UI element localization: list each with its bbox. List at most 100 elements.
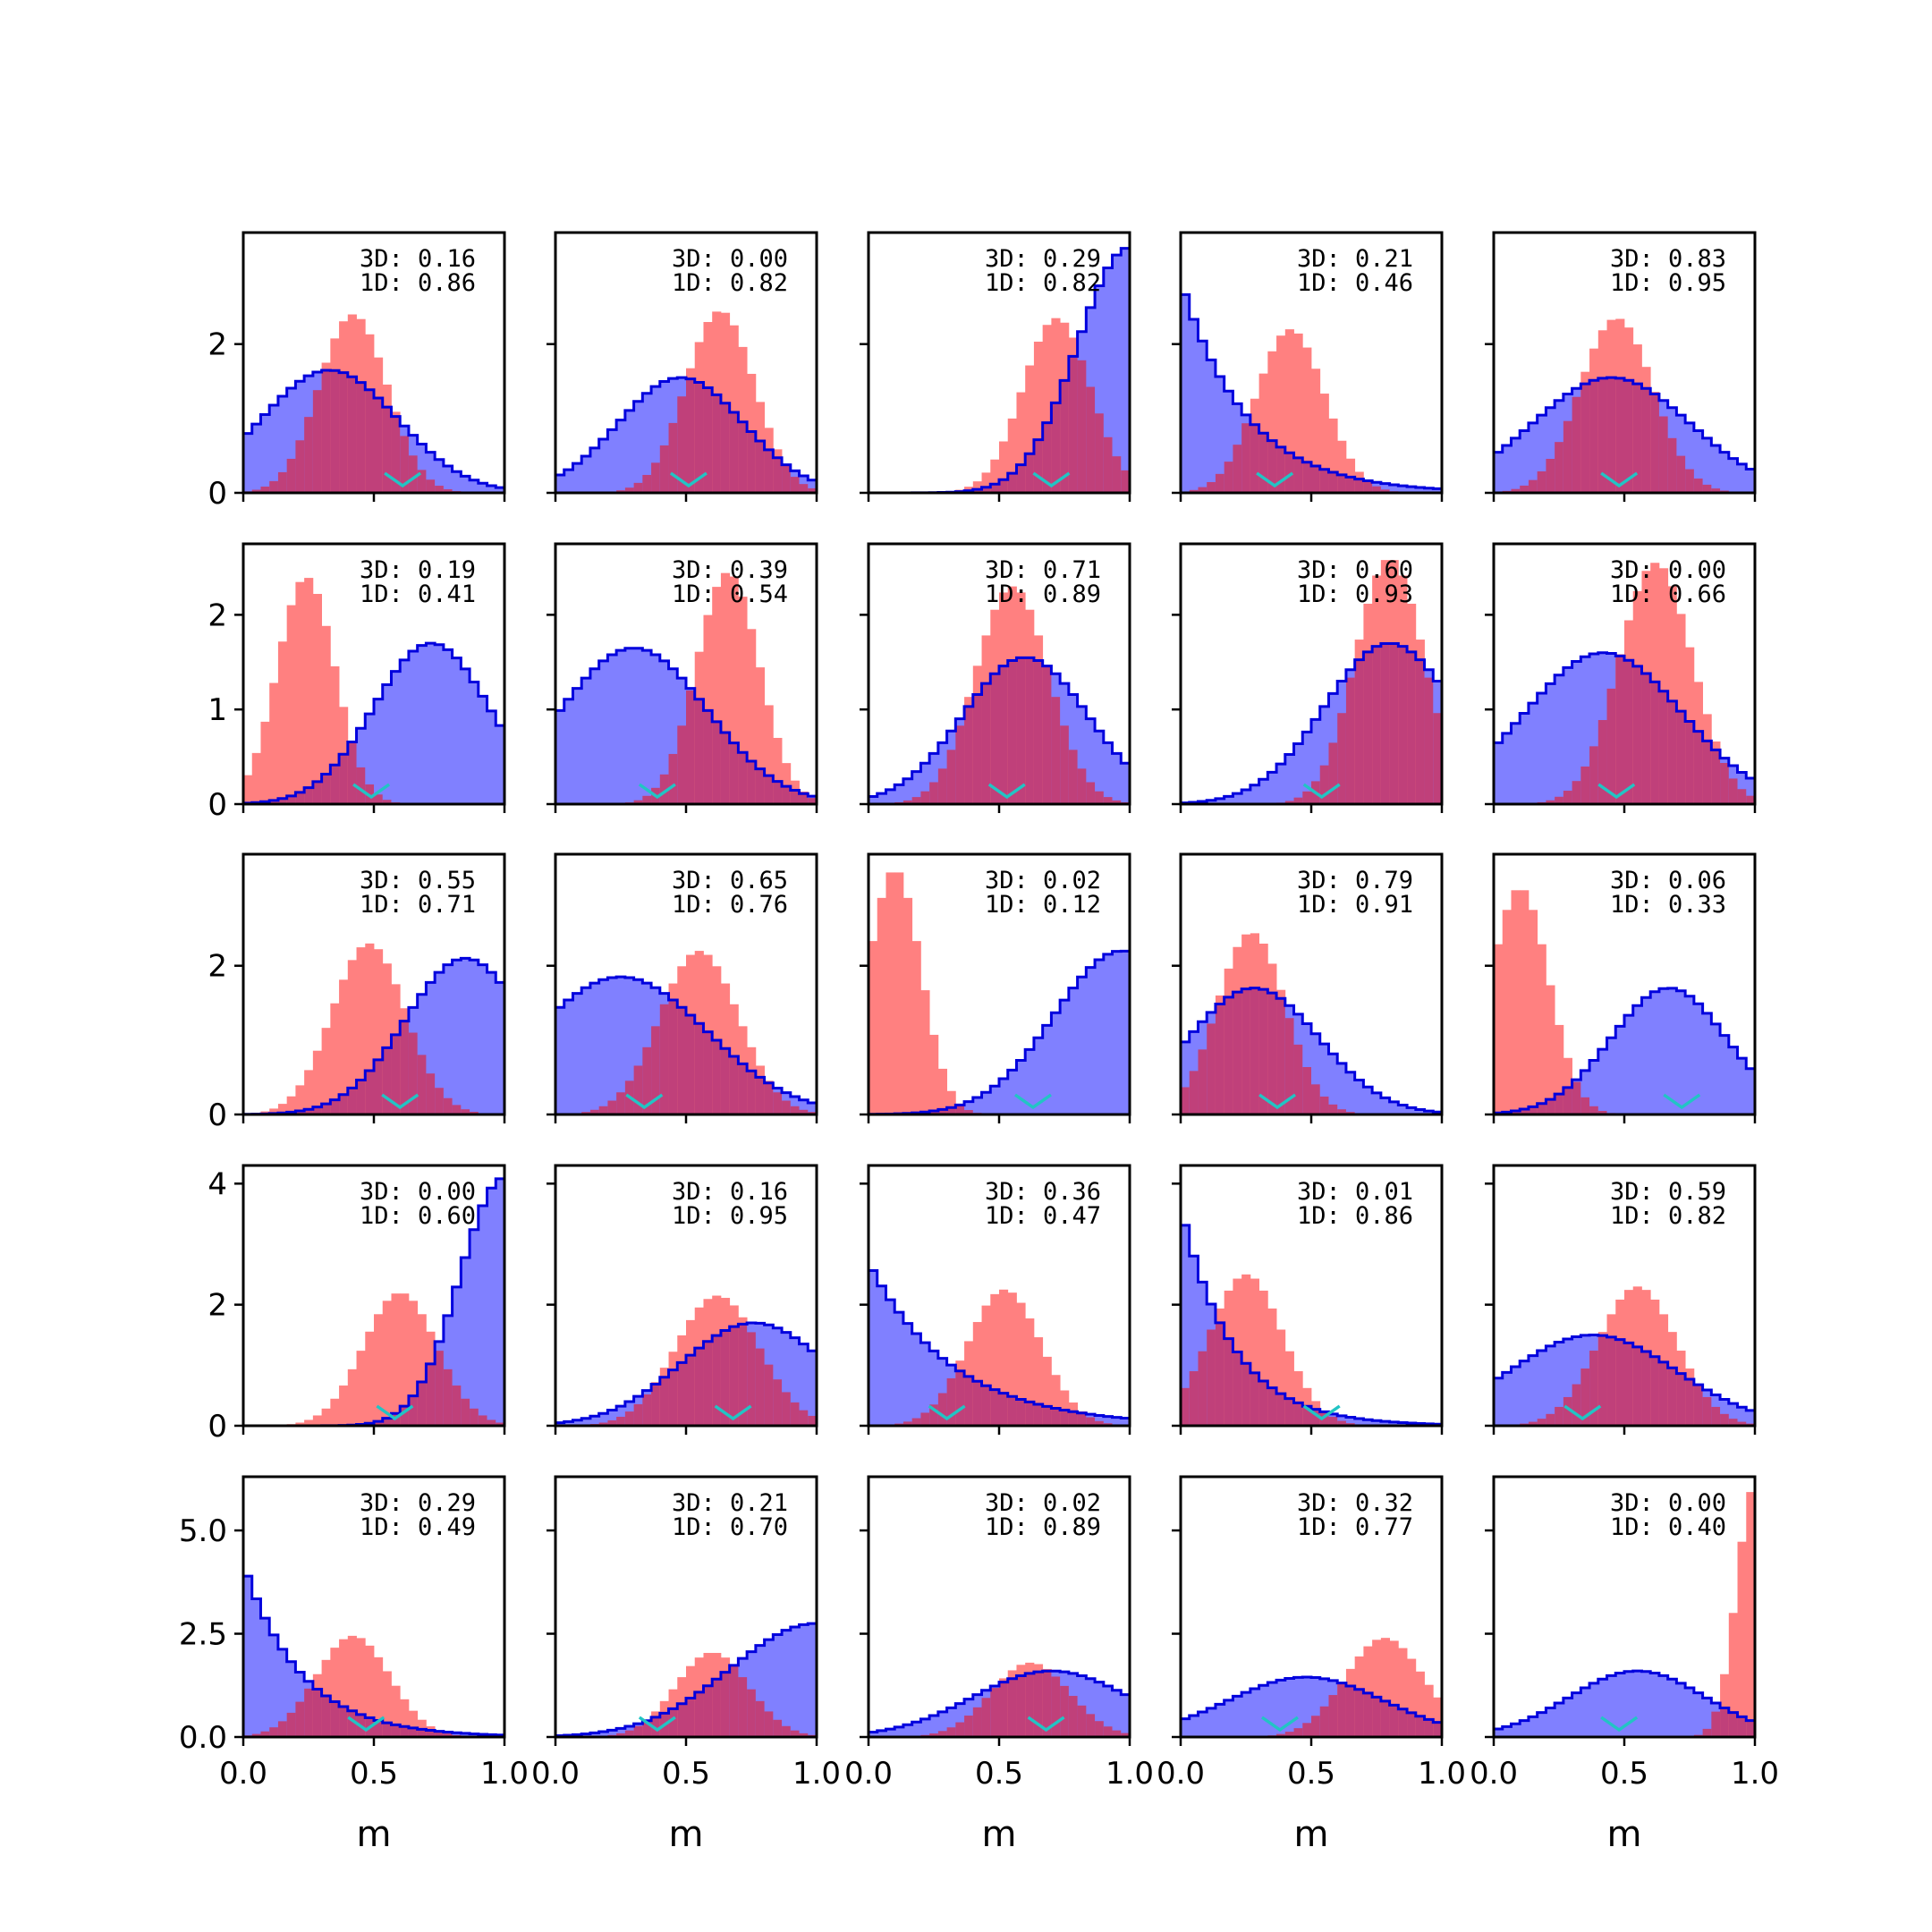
overlap-bar: [1650, 682, 1660, 804]
red-bar: [1284, 1351, 1294, 1426]
overlap-bar: [720, 1048, 731, 1114]
overlap-bar: [712, 1335, 722, 1426]
blue-bar: [1068, 694, 1078, 804]
overlap-bar: [1042, 665, 1052, 804]
annotation-3d: 3D: 0.02: [985, 1489, 1101, 1517]
overlap-bar: [799, 1109, 809, 1114]
overlap-bar: [808, 1415, 818, 1426]
blue-bar: [1189, 1256, 1199, 1426]
overlap-bar: [799, 793, 809, 804]
red-bar: [1389, 1640, 1399, 1737]
y-tick-label: 1: [208, 692, 227, 728]
overlap-bar: [720, 1672, 731, 1737]
overlap-bar: [955, 1105, 965, 1114]
overlap-bar: [1693, 1385, 1703, 1426]
annotation-3d: 3D: 0.83: [1610, 245, 1726, 273]
overlap-bar: [1345, 477, 1356, 493]
red-bar: [1007, 418, 1017, 493]
overlap-bar: [1060, 380, 1070, 493]
blue-bar: [668, 668, 678, 804]
blue-bar: [1372, 1420, 1382, 1426]
overlap-bar: [1407, 651, 1417, 804]
overlap-bar: [1293, 1044, 1303, 1114]
overlap-bar: [391, 1034, 401, 1114]
blue-bar: [782, 1332, 792, 1426]
overlap-bar: [1555, 442, 1564, 493]
blue-bar: [1095, 1415, 1105, 1426]
blue-step-outline: [554, 1622, 817, 1737]
blue-step-outline: [554, 376, 817, 493]
red-bar: [321, 1028, 331, 1114]
overlap-bar: [1095, 1420, 1105, 1426]
overlap-bar: [946, 1377, 956, 1426]
blue-bar: [790, 1337, 800, 1426]
blue-bar: [452, 960, 462, 1114]
marker-chevron-icon: [1600, 471, 1639, 488]
red-bar: [937, 1068, 947, 1114]
blue-bar: [808, 1351, 818, 1426]
red-bar: [999, 1289, 1009, 1426]
red-bar: [1328, 418, 1338, 493]
overlap-bar: [1546, 458, 1555, 493]
red-bar: [374, 949, 384, 1114]
overlap-bar: [1121, 470, 1131, 493]
red-bar: [400, 1699, 410, 1737]
blue-step-outline: [242, 956, 504, 1116]
red-bar: [1380, 1638, 1390, 1737]
red-bar: [312, 593, 322, 804]
y-tick-label: 0: [208, 787, 227, 823]
blue-bar: [607, 1410, 617, 1426]
x-tick-label: 0.5: [1287, 1756, 1335, 1792]
blue-bar: [755, 1645, 765, 1737]
overlap-bar: [1007, 660, 1017, 804]
blue-bar: [1502, 1372, 1512, 1426]
overlap-bar: [1537, 1419, 1546, 1426]
overlap-bar: [1215, 1004, 1225, 1114]
overlap-bar: [755, 1077, 765, 1114]
overlap-bar: [1328, 742, 1338, 804]
red-bar: [400, 1293, 410, 1426]
overlap-bar: [1711, 1406, 1721, 1426]
annotation-1d: 1D: 0.40: [1610, 1513, 1726, 1541]
overlap-bar: [461, 1109, 470, 1114]
overlap-bar: [642, 1394, 652, 1426]
overlap-bar: [1746, 795, 1756, 804]
blue-bar: [496, 1178, 505, 1426]
blue-bar: [461, 476, 470, 493]
overlap-bar: [703, 387, 713, 493]
overlap-bar: [607, 1419, 617, 1426]
blue-bar: [286, 387, 296, 493]
blue-bar: [1207, 360, 1216, 493]
overlap-bar: [633, 1065, 643, 1114]
overlap-bar: [668, 422, 678, 493]
annotation-3d: 3D: 0.36: [985, 1178, 1101, 1206]
overlap-bar: [461, 1398, 470, 1426]
blue-bar: [1658, 988, 1669, 1114]
overlap-bar: [1572, 781, 1581, 804]
overlap-bar: [1060, 1685, 1070, 1737]
blue-step-outline: [1179, 1675, 1442, 1737]
red-bar: [321, 625, 331, 804]
overlap-bar: [598, 1422, 608, 1426]
blue-bar: [1433, 488, 1443, 493]
blue-bar: [1103, 1686, 1113, 1737]
blue-bar: [1537, 1350, 1546, 1426]
blue-bar: [426, 982, 436, 1114]
overlap-bar: [981, 1698, 991, 1737]
marker-chevron-icon: [928, 1404, 966, 1421]
overlap-bar: [1589, 380, 1599, 493]
blue-bar: [478, 696, 487, 804]
red-bar: [277, 641, 288, 804]
overlap-bar: [686, 1355, 696, 1426]
red-bar: [1250, 1278, 1259, 1426]
overlap-bar: [1319, 469, 1329, 493]
red-bar: [417, 1314, 427, 1426]
blue-bar: [1328, 1054, 1338, 1114]
overlap-bar: [616, 1416, 626, 1426]
overlap-bar: [1311, 1716, 1321, 1737]
overlap-bar: [1276, 1394, 1286, 1426]
blue-bar: [391, 671, 401, 804]
overlap-bar: [269, 800, 279, 804]
